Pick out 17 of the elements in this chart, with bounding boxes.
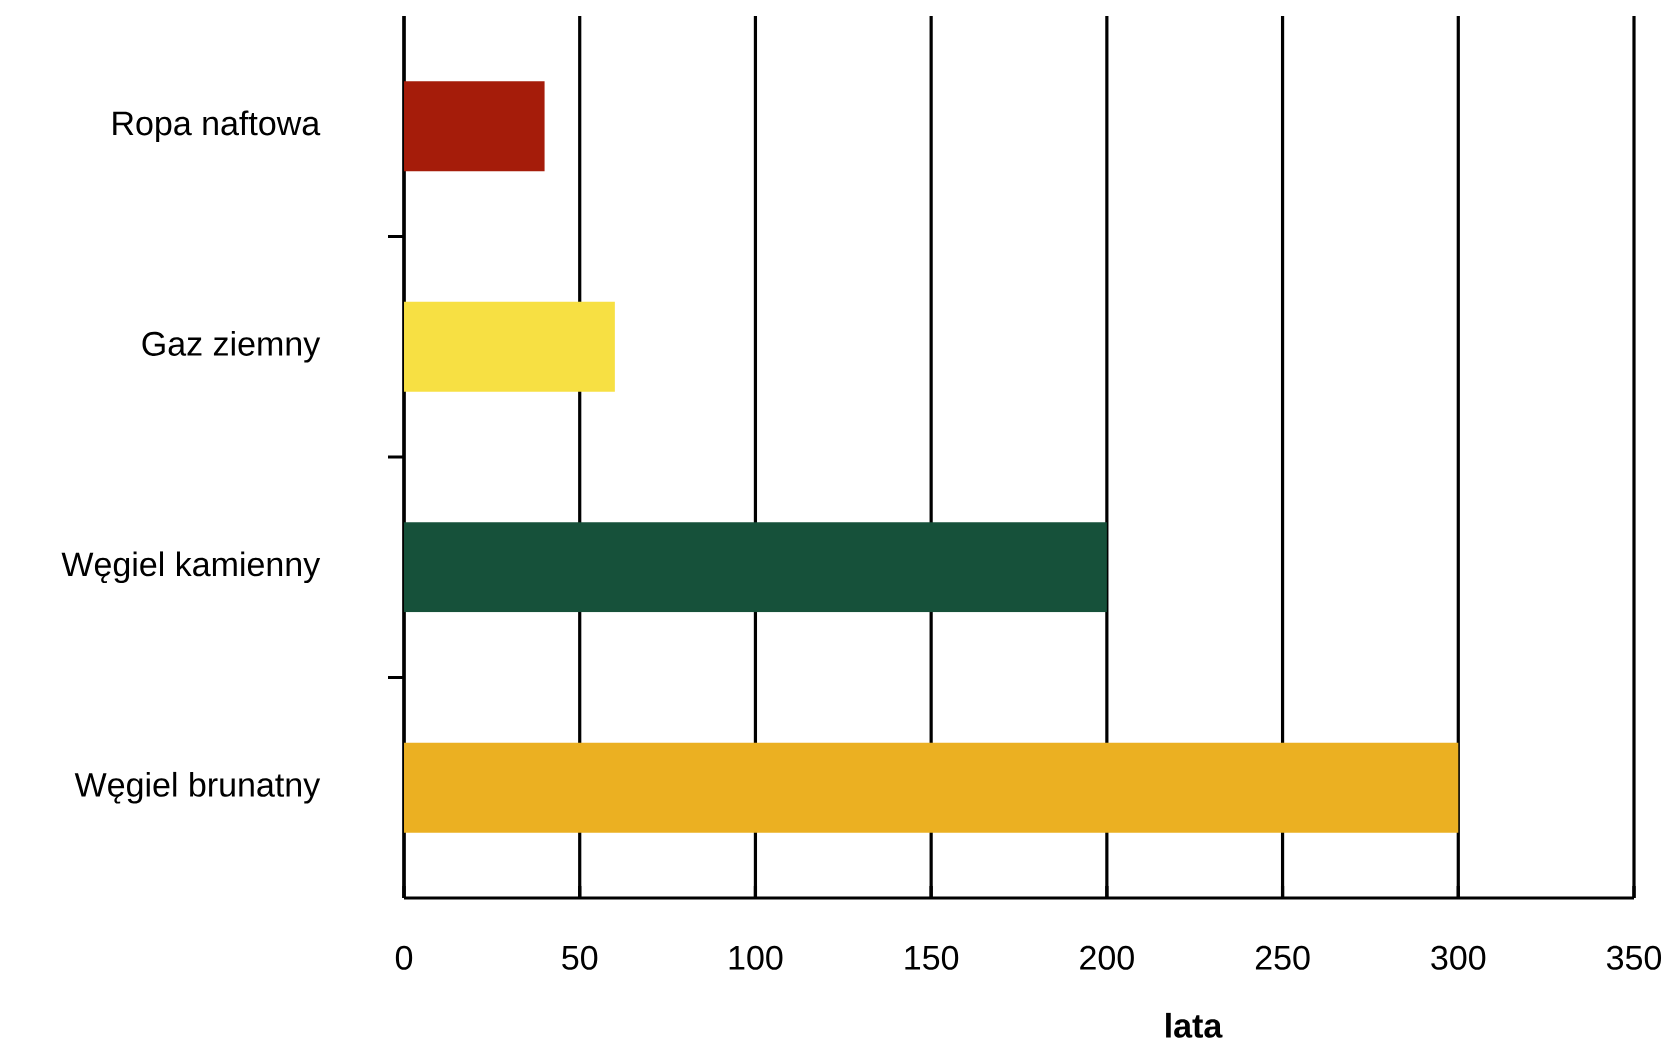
bar	[404, 81, 545, 172]
y-tick-label: Ropa naftowa	[113, 110, 321, 143]
x-tick-label: 350	[1606, 945, 1662, 970]
x-tick-label: 150	[905, 945, 959, 970]
x-tick-label: 100	[729, 945, 783, 970]
x-tick-label: 300	[1431, 945, 1486, 970]
x-tick-label: 50	[562, 945, 598, 970]
x-tick-label: 0	[395, 945, 413, 970]
x-tick-label: 200	[1080, 945, 1134, 970]
y-tick-label: Węgiel kamienny	[61, 551, 321, 584]
bar	[404, 742, 1459, 833]
y-tick-label: Gaz ziemny	[142, 330, 321, 363]
bar	[404, 301, 615, 392]
x-axis-title: lata	[1166, 1012, 1223, 1038]
x-tick-label: 250	[1255, 945, 1310, 970]
bar	[404, 522, 1107, 613]
y-tick-label: Węgiel brunatny	[74, 771, 321, 804]
